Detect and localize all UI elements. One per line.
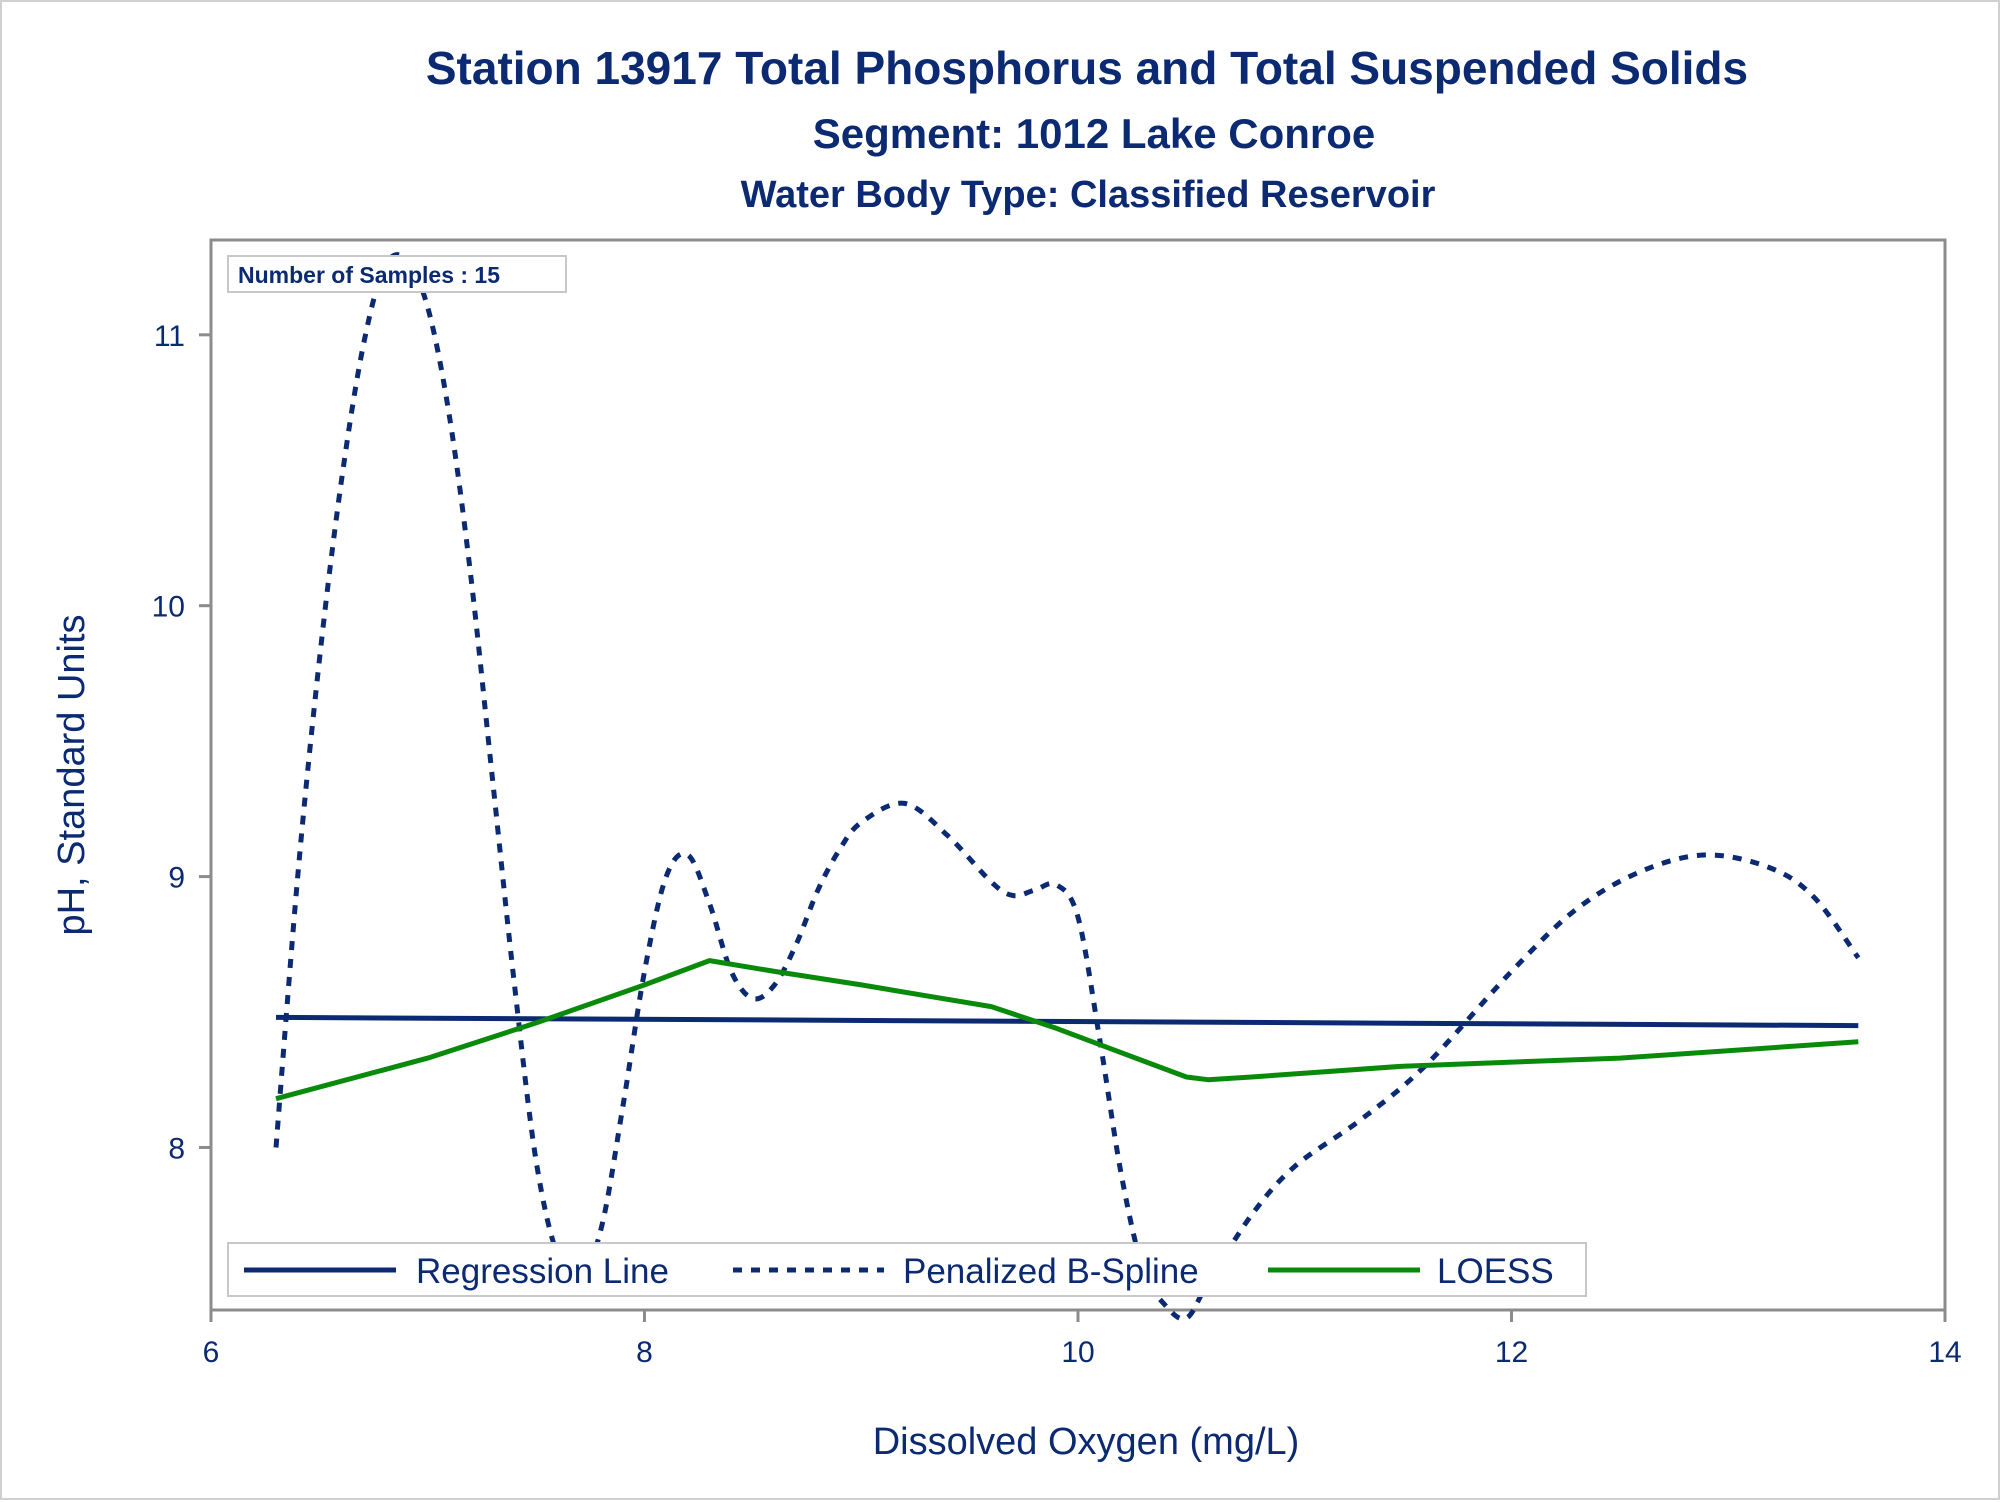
regression-line	[275, 1014, 1859, 1029]
y-tick-label: 9	[168, 862, 185, 895]
y-tick-label: 11	[154, 320, 185, 353]
x-tick-label: 14	[1928, 1336, 1961, 1369]
legend: Regression Line Penalized B-Spline LOESS	[227, 1242, 1587, 1297]
chart-subtitle-segment: Segment: 1012 Lake Conroe	[813, 110, 1376, 157]
series-layer	[273, 252, 1861, 1322]
loess-line	[275, 958, 1859, 1102]
y-axis: 8 9 10 11	[152, 320, 211, 1165]
y-axis-label: pH, Standard Units	[51, 614, 93, 935]
x-axis: 6 8 10 12 14	[203, 1310, 1962, 1369]
chart-subtitle-waterbody: Water Body Type: Classified Reservoir	[741, 174, 1436, 216]
x-tick-label: 10	[1061, 1336, 1094, 1369]
sample-count-inset: Number of Samples : 15	[227, 255, 567, 293]
x-tick-label: 12	[1495, 1336, 1528, 1369]
x-axis-label: Dissolved Oxygen (mg/L)	[873, 1421, 1300, 1463]
x-tick-label: 8	[636, 1336, 653, 1369]
y-tick-label: 8	[168, 1132, 185, 1165]
legend-label-regression: Regression Line	[416, 1252, 669, 1291]
chart-title: Station 13917 Total Phosphorus and Total…	[426, 42, 1748, 94]
y-tick-label: 10	[152, 591, 185, 624]
legend-label-loess: LOESS	[1437, 1252, 1554, 1291]
sample-count-text: Number of Samples : 15	[238, 262, 500, 288]
plot-area	[209, 238, 1947, 1312]
legend-label-penalized-bspline: Penalized B-Spline	[903, 1252, 1199, 1291]
sample-count-box	[227, 255, 567, 293]
x-tick-label: 6	[203, 1336, 220, 1369]
